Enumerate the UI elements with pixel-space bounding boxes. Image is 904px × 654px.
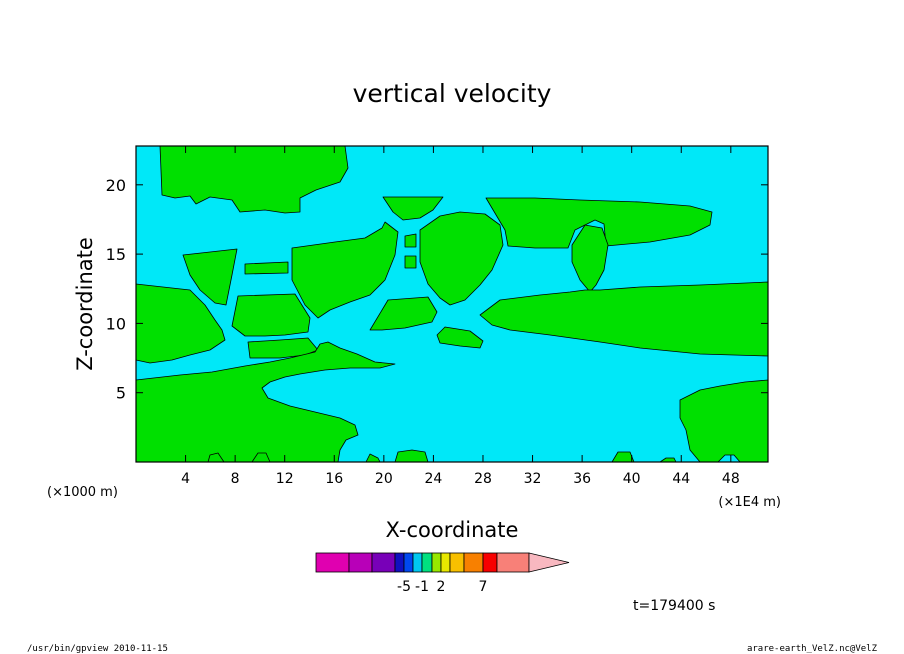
colorbar-segment — [421, 552, 433, 573]
x-tick-label: 16 — [325, 471, 343, 487]
green-region — [231, 293, 311, 337]
green-region — [135, 341, 396, 463]
colorbar-segment — [348, 552, 373, 573]
y-tick-label: 5 — [116, 384, 126, 403]
colorbar-segment — [496, 552, 530, 573]
plot-frame — [135, 145, 769, 463]
x-tick-label: 20 — [375, 471, 393, 487]
x-tick-label: 44 — [672, 471, 690, 487]
x-axis: 4 8 12 16 20 24 28 32 36 40 44 48 — [181, 146, 740, 487]
colorbar-segment — [431, 552, 442, 573]
green-region — [159, 145, 349, 214]
chart-title: vertical velocity — [353, 79, 552, 108]
colorbar-tick-label: -1 — [415, 579, 429, 595]
footer-right: arare-earth_VelZ.nc@VelZ — [747, 644, 878, 654]
colorbar-segment — [403, 552, 414, 573]
green-region — [394, 449, 429, 463]
colorbar-segment — [482, 552, 498, 573]
green-region — [135, 283, 226, 364]
x-tick-label: 28 — [474, 471, 492, 487]
green-region — [419, 211, 504, 306]
green-region — [404, 255, 417, 269]
colorbar-segment — [315, 552, 350, 573]
colorbar-segment — [412, 552, 423, 573]
x-tick-label: 12 — [276, 471, 294, 487]
x-tick-label: 4 — [181, 471, 190, 487]
colorbar-segment — [394, 552, 405, 573]
x-tick-label: 8 — [231, 471, 240, 487]
x-tick-label: 40 — [623, 471, 641, 487]
green-region — [182, 248, 238, 306]
colorbar-tick-label: -5 — [397, 579, 411, 595]
colorbar: -5 -1 2 7 — [315, 552, 570, 595]
green-region — [571, 224, 609, 293]
x-unit-right: (×1E4 m) — [718, 495, 781, 510]
colorbar-tick-label: 2 — [437, 579, 446, 595]
footer-left: /usr/bin/gpview 2010-11-15 — [27, 644, 168, 654]
x-tick-label: 48 — [722, 471, 740, 487]
green-region — [485, 197, 713, 249]
y-tick-label: 10 — [106, 314, 126, 333]
green-region — [679, 379, 769, 463]
y-tick-label: 20 — [106, 176, 126, 195]
green-region — [244, 261, 289, 275]
x-unit-left: (×1000 m) — [47, 485, 118, 500]
colorbar-tick-label: 7 — [479, 579, 488, 595]
y-tick-label: 15 — [106, 245, 126, 264]
x-tick-label: 32 — [524, 471, 542, 487]
x-axis-label: X-coordinate — [386, 518, 519, 542]
green-region — [369, 296, 438, 331]
green-region — [436, 326, 484, 349]
green-region — [291, 221, 399, 319]
x-tick-label: 36 — [573, 471, 591, 487]
colorbar-segment — [440, 552, 451, 573]
colorbar-segment — [371, 552, 396, 573]
colorbar-segment — [449, 552, 465, 573]
colorbar-extension-arrow — [528, 552, 570, 573]
y-axis: 5 10 15 20 — [106, 176, 768, 403]
green-region — [404, 233, 417, 248]
colorbar-segment — [463, 552, 484, 573]
green-region — [382, 196, 444, 221]
x-tick-label: 24 — [424, 471, 442, 487]
time-label: t=179400 s — [633, 598, 715, 614]
y-axis-label: Z-coordinate — [73, 237, 97, 371]
